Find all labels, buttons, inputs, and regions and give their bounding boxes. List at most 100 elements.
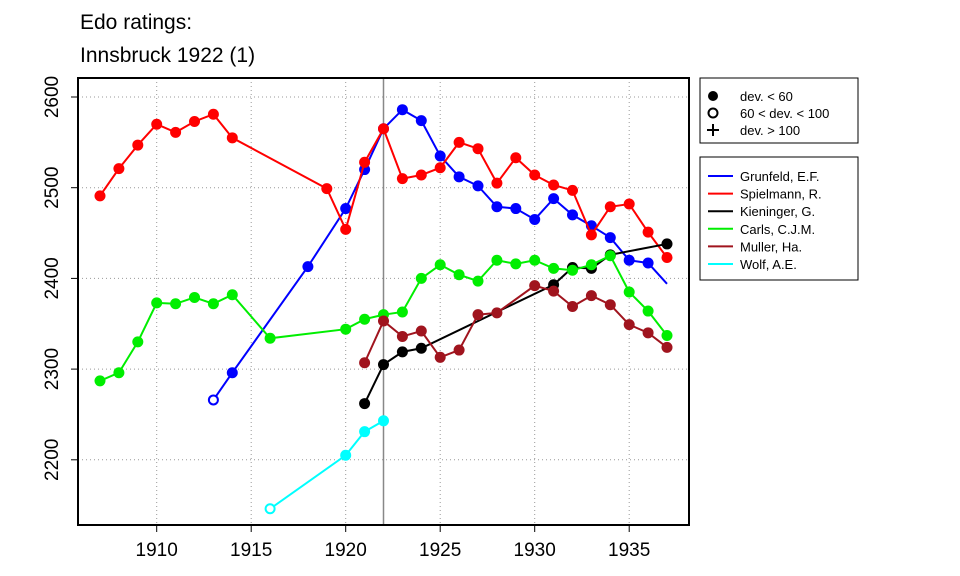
data-point (434, 351, 446, 363)
data-point (548, 285, 560, 297)
plus-icon (707, 124, 719, 136)
data-point (359, 398, 371, 410)
data-point (434, 259, 446, 271)
data-point (302, 261, 314, 273)
series-legend-box (699, 156, 859, 281)
series-wolf-a-e- (264, 415, 389, 515)
data-point (472, 275, 484, 287)
data-point (661, 330, 673, 342)
series-legend-label: Kieninger, G. (740, 204, 815, 219)
data-point (453, 136, 465, 148)
y-tick-label: 2300 (42, 348, 63, 390)
point-legend-label: 60 < dev. < 100 (740, 106, 829, 121)
series-grunfeld-e-f- (207, 104, 668, 406)
data-point (132, 139, 144, 151)
data-point (453, 269, 465, 281)
data-point (510, 258, 522, 270)
data-point (226, 367, 238, 379)
data-point (396, 306, 408, 318)
data-point (585, 259, 597, 271)
point-legend-label: dev. < 60 (740, 89, 793, 104)
data-point (415, 169, 427, 181)
data-point (548, 193, 560, 205)
y-tick-label: 2200 (42, 439, 63, 481)
series-layer (94, 104, 673, 515)
series-legend: Grunfeld, E.F. Spielmann, R. Kieninger, G.… (699, 156, 859, 281)
data-point (642, 305, 654, 317)
x-tick-label: 1930 (514, 540, 556, 561)
chart-title-line-1: Edo ratings: (80, 11, 192, 34)
data-point (340, 203, 352, 215)
data-point (661, 252, 673, 264)
data-point (434, 162, 446, 174)
data-point (321, 183, 333, 195)
data-point (567, 209, 578, 221)
data-point (340, 223, 352, 235)
data-point (491, 177, 503, 189)
data-point (491, 254, 503, 266)
data-point (396, 330, 408, 342)
data-point (491, 201, 503, 213)
plot-frame (77, 77, 690, 526)
point-legend: dev. < 60 60 < dev. < 100 dev. > 100 (699, 77, 859, 144)
data-point (434, 150, 446, 162)
x-tick-label: 1925 (419, 540, 461, 561)
data-point (207, 108, 219, 120)
axes: 1910 1915 1920 1925 1930 1935 2200 2300 2400 2500… (42, 76, 650, 561)
filled-circle-icon (708, 91, 718, 101)
chart-title-line-2: Innsbruck 1922 (1) (80, 44, 255, 67)
data-point (472, 309, 484, 321)
series-legend-label: Carls, C.J.M. (740, 222, 815, 237)
data-point (604, 201, 616, 213)
data-point (642, 327, 654, 339)
series-line (269, 419, 384, 510)
data-point (378, 315, 389, 327)
data-point (623, 254, 635, 266)
data-point (359, 313, 371, 325)
y-tick-label: 2500 (42, 167, 63, 209)
data-point (207, 298, 219, 310)
data-point (529, 213, 541, 225)
data-point-open (264, 503, 276, 515)
x-tick-label: 1920 (325, 540, 367, 561)
data-point (170, 126, 182, 138)
series-legend-label: Grunfeld, E.F. (740, 169, 819, 184)
data-point (604, 299, 616, 311)
data-point (113, 367, 125, 379)
data-point (642, 257, 654, 269)
data-point (396, 173, 408, 185)
y-tick-label: 2600 (42, 76, 63, 118)
data-point (396, 104, 408, 116)
data-point (113, 163, 125, 175)
series-legend-label: Spielmann, R. (740, 187, 822, 202)
data-point (359, 156, 371, 168)
data-point (567, 301, 578, 313)
data-point (226, 289, 238, 301)
data-point (359, 426, 371, 438)
data-point (661, 238, 673, 250)
series-line (363, 284, 668, 364)
data-point (396, 346, 408, 358)
x-tick-label: 1935 (608, 540, 650, 561)
data-point (661, 341, 673, 353)
data-point (623, 286, 635, 298)
data-point (264, 332, 276, 344)
data-point (529, 169, 541, 181)
data-point (585, 290, 597, 302)
data-point (189, 115, 200, 127)
data-point (623, 198, 635, 210)
data-point (378, 359, 389, 371)
series-legend-label: Wolf, A.E. (740, 257, 797, 272)
series-legend-label: Muller, Ha. (740, 239, 802, 254)
data-point (453, 344, 465, 356)
data-point (340, 449, 352, 461)
data-point (453, 171, 465, 183)
data-point (510, 203, 522, 215)
data-point (472, 180, 484, 192)
data-point (585, 229, 597, 241)
data-point (94, 375, 106, 387)
data-point (151, 297, 163, 309)
x-tick-label: 1910 (136, 540, 178, 561)
data-point (491, 307, 503, 319)
point-legend-label: dev. > 100 (740, 123, 800, 138)
